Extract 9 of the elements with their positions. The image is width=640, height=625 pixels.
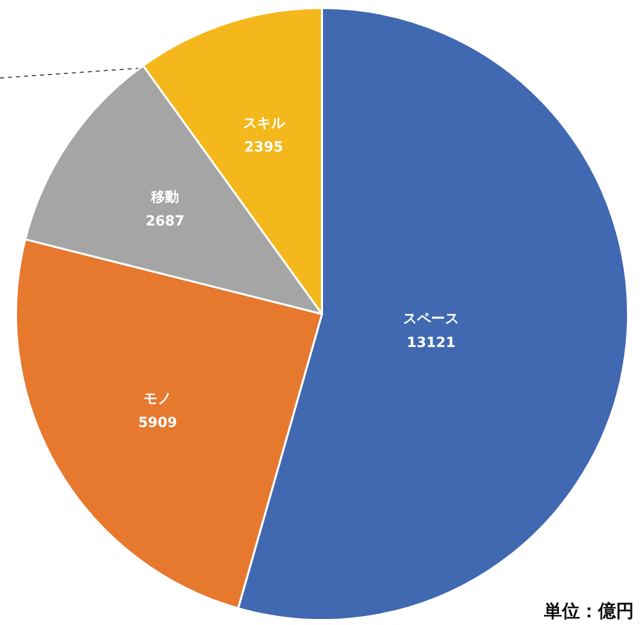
data-label: 2395 — [244, 139, 284, 156]
text: 単位：億円 — [543, 601, 634, 622]
slice-label: スペース — [403, 311, 460, 328]
slice-label: モノ — [144, 390, 172, 407]
data-label: 5909 — [138, 414, 178, 431]
data-label: 2687 — [146, 213, 185, 230]
data-label: 13121 — [406, 335, 456, 352]
slice-label: スキル — [242, 115, 286, 132]
slice-label: 移動 — [150, 189, 180, 206]
